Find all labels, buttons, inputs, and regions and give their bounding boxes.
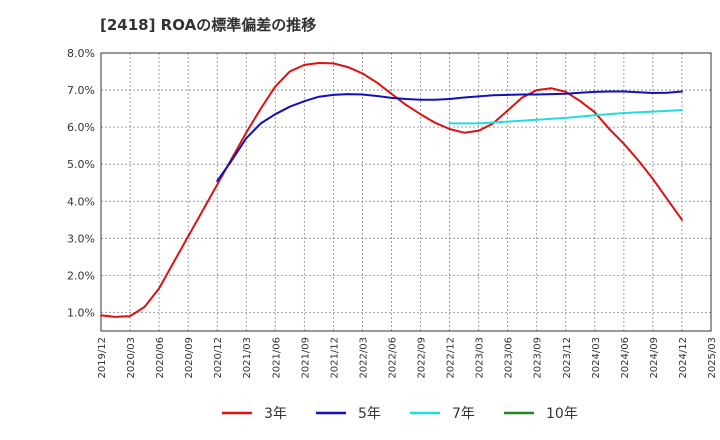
series-line [448,109,683,125]
y-tick-label: 5.0% [67,158,95,171]
x-tick-label: 2021/12 [329,337,340,379]
plot-area [100,52,712,332]
legend-label: 3年 [264,406,287,422]
legend-label: 10年 [546,406,578,422]
x-tick-label: 2023/03 [475,337,486,379]
series-lines [100,62,683,318]
chart-title: [2418] ROAの標準偏差の推移 [100,16,317,34]
x-tick-label: 2020/06 [155,337,166,379]
x-tick-label: 2019/12 [97,337,108,379]
x-tick-label: 2023/12 [562,337,573,379]
x-tick-label: 2024/03 [591,337,602,379]
y-tick-label: 1.0% [67,306,95,319]
x-axis: 2019/12 2020/03 2020/06 2020/09 2020/12 2021/… [97,337,718,379]
x-tick-label: 2023/09 [533,337,544,379]
y-tick-label: 7.0% [67,84,95,97]
y-tick-label: 3.0% [67,232,95,245]
x-tick-label: 2021/06 [271,337,282,379]
x-tick-label: 2024/06 [620,337,631,379]
x-tick-label: 2024/09 [649,337,660,379]
y-tick-label: 2.0% [67,269,95,282]
x-tick-label: 2024/12 [678,337,689,379]
x-tick-label: 2023/06 [504,337,515,379]
x-tick-label: 2020/03 [126,337,137,379]
legend: 3年 5年 7年 10年 [222,406,578,422]
x-tick-label: 2022/06 [387,337,398,379]
y-tick-label: 6.0% [67,121,95,134]
legend-label: 5年 [358,406,381,422]
y-axis: 1.0% 2.0% 3.0% 4.0% 5.0% 6.0% 7.0% 8.0% [67,47,95,319]
x-tick-label: 2021/03 [242,337,253,379]
x-tick-label: 2020/09 [184,337,195,379]
x-tick-label: 2022/03 [358,337,369,379]
x-tick-label: 2020/12 [213,337,224,379]
legend-label: 7年 [452,406,475,422]
x-tick-label: 2022/12 [446,337,457,379]
x-tick-label: 2021/09 [300,337,311,379]
y-tick-label: 4.0% [67,195,95,208]
y-tick-label: 8.0% [67,47,95,60]
x-tick-label: 2025/03 [707,337,718,379]
x-tick-label: 2022/09 [417,337,428,379]
grid [101,53,711,331]
series-line [216,90,683,182]
series-line [100,62,683,318]
